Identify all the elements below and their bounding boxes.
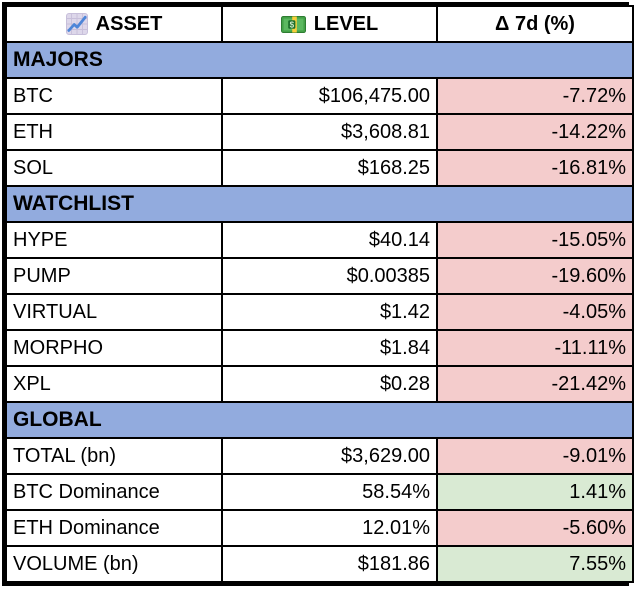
level-cell[interactable]: 58.54% <box>221 473 438 511</box>
section-row-watchlist: WATCHLIST <box>5 185 634 223</box>
section-row-global: GLOBAL <box>5 401 634 439</box>
delta-cell[interactable]: -5.60% <box>436 509 634 547</box>
section-row-majors: MAJORS <box>5 41 634 79</box>
level-cell[interactable]: $3,629.00 <box>221 437 438 475</box>
asset-cell[interactable]: HYPE <box>5 221 223 259</box>
table-row-sol: SOL $168.25 -16.81% <box>5 149 634 187</box>
table-row-eth: ETH $3,608.81 -14.22% <box>5 113 634 151</box>
delta-cell[interactable]: 7.55% <box>436 545 634 583</box>
level-cell[interactable]: $1.42 <box>221 293 438 331</box>
level-cell[interactable]: 12.01% <box>221 509 438 547</box>
delta-cell[interactable]: -21.42% <box>436 365 634 403</box>
table-row-hype: HYPE $40.14 -15.05% <box>5 221 634 259</box>
asset-cell[interactable]: BTC <box>5 77 223 115</box>
asset-cell[interactable]: SOL <box>5 149 223 187</box>
level-cell[interactable]: $106,475.00 <box>221 77 438 115</box>
delta-cell[interactable]: -14.22% <box>436 113 634 151</box>
column-header-delta[interactable]: Δ 7d (%) <box>436 5 634 43</box>
table-row-eth-dominance: ETH Dominance 12.01% -5.60% <box>5 509 634 547</box>
column-header-level[interactable]: $ LEVEL <box>221 5 438 43</box>
level-cell[interactable]: $1.84 <box>221 329 438 367</box>
header-row: ASSET $ LEVEL <box>5 5 634 43</box>
asset-cell[interactable]: ETH Dominance <box>5 509 223 547</box>
delta-cell[interactable]: -4.05% <box>436 293 634 331</box>
level-cell[interactable]: $3,608.81 <box>221 113 438 151</box>
table-row-xpl: XPL $0.28 -21.42% <box>5 365 634 403</box>
column-header-level-label: LEVEL <box>313 12 379 35</box>
asset-cell[interactable]: PUMP <box>5 257 223 295</box>
asset-cell[interactable]: MORPHO <box>5 329 223 367</box>
asset-cell[interactable]: XPL <box>5 365 223 403</box>
level-cell[interactable]: $181.86 <box>221 545 438 583</box>
asset-level-delta-table: ASSET $ LEVEL <box>5 5 634 583</box>
asset-header-content: ASSET <box>65 12 163 36</box>
delta-cell[interactable]: -16.81% <box>436 149 634 187</box>
column-header-asset[interactable]: ASSET <box>5 5 223 43</box>
svg-text:$: $ <box>289 20 294 29</box>
section-title[interactable]: WATCHLIST <box>5 185 634 223</box>
table-row-total: TOTAL (bn) $3,629.00 -9.01% <box>5 437 634 475</box>
section-title[interactable]: GLOBAL <box>5 401 634 439</box>
delta-cell[interactable]: -11.11% <box>436 329 634 367</box>
table-row-virtual: VIRTUAL $1.42 -4.05% <box>5 293 634 331</box>
table-row-btc-dominance: BTC Dominance 58.54% 1.41% <box>5 473 634 511</box>
level-cell[interactable]: $168.25 <box>221 149 438 187</box>
asset-cell[interactable]: VOLUME (bn) <box>5 545 223 583</box>
delta-cell[interactable]: -15.05% <box>436 221 634 259</box>
delta-cell[interactable]: -9.01% <box>436 437 634 475</box>
section-title[interactable]: MAJORS <box>5 41 634 79</box>
crypto-asset-table: ASSET $ LEVEL <box>2 2 634 586</box>
asset-cell[interactable]: TOTAL (bn) <box>5 437 223 475</box>
level-cell[interactable]: $0.28 <box>221 365 438 403</box>
level-header-content: $ LEVEL <box>280 12 379 36</box>
delta-cell[interactable]: -19.60% <box>436 257 634 295</box>
table-row-btc: BTC $106,475.00 -7.72% <box>5 77 634 115</box>
level-cell[interactable]: $40.14 <box>221 221 438 259</box>
table-row-pump: PUMP $0.00385 -19.60% <box>5 257 634 295</box>
delta-cell[interactable]: 1.41% <box>436 473 634 511</box>
chart-increasing-icon <box>65 13 88 36</box>
asset-cell[interactable]: VIRTUAL <box>5 293 223 331</box>
asset-cell[interactable]: BTC Dominance <box>5 473 223 511</box>
level-cell[interactable]: $0.00385 <box>221 257 438 295</box>
column-header-asset-label: ASSET <box>95 12 163 35</box>
delta-cell[interactable]: -7.72% <box>436 77 634 115</box>
column-header-delta-label: Δ 7d (%) <box>495 12 575 35</box>
table-row-volume: VOLUME (bn) $181.86 7.55% <box>5 545 634 583</box>
asset-cell[interactable]: ETH <box>5 113 223 151</box>
dollar-banknote-icon: $ <box>280 15 306 33</box>
table-row-morpho: MORPHO $1.84 -11.11% <box>5 329 634 367</box>
